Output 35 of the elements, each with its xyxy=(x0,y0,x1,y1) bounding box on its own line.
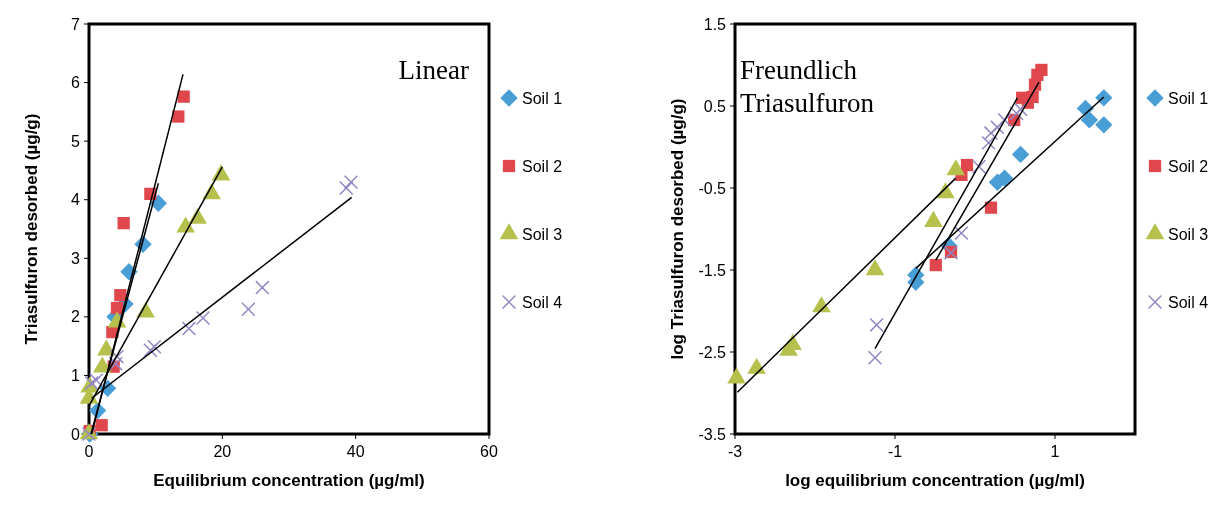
legend-label: Soil 3 xyxy=(1168,225,1209,243)
legend-label: Soil 1 xyxy=(1168,89,1209,107)
x-tick-label: 60 xyxy=(480,443,498,460)
y-tick-label: 2 xyxy=(71,308,81,326)
y-tick-label: 1 xyxy=(71,367,81,385)
annotation: Freundlich Triasulfuron xyxy=(740,55,875,118)
legend-label: Soil 1 xyxy=(522,89,563,107)
x-tick-label: -3 xyxy=(727,443,743,460)
y-tick-label: 6 xyxy=(71,74,81,92)
y-tick-label: 0.5 xyxy=(703,97,727,115)
y-tick-label: -0.5 xyxy=(698,179,727,197)
y-tick-label: 3 xyxy=(71,249,81,267)
annotation: Linear xyxy=(398,55,470,85)
y-tick-label: 1.5 xyxy=(703,15,727,33)
legend-label: Soil 4 xyxy=(522,293,563,311)
y-tick-label: -1.5 xyxy=(698,261,727,279)
x-tick-label: -1 xyxy=(887,443,903,460)
y-axis-title: Triasulfuron desorbed (µg/g) xyxy=(22,113,41,345)
legend-label: Soil 2 xyxy=(1168,157,1209,175)
x-tick-label: 20 xyxy=(213,443,232,460)
y-tick-label: 7 xyxy=(71,15,81,33)
y-tick-label: 0 xyxy=(71,425,81,443)
x-tick-label: 1 xyxy=(1050,443,1060,460)
y-tick-label: 4 xyxy=(71,191,81,209)
x-axis-title: Equilibrium concentration (µg/ml) xyxy=(153,471,425,490)
y-tick-label: -2.5 xyxy=(698,343,727,361)
x-axis-title: log equilibrium concentration (µg/ml) xyxy=(785,471,1085,490)
legend-label: Soil 3 xyxy=(522,225,563,243)
y-tick-label: 5 xyxy=(71,132,81,150)
y-tick-label: -3.5 xyxy=(698,425,727,443)
x-tick-label: 40 xyxy=(346,443,365,460)
legend-label: Soil 4 xyxy=(1168,293,1209,311)
x-tick-label: 0 xyxy=(84,443,94,460)
legend-label: Soil 2 xyxy=(522,157,563,175)
y-axis-title: log Triasulfuron desorbed (µg/g) xyxy=(668,98,687,360)
